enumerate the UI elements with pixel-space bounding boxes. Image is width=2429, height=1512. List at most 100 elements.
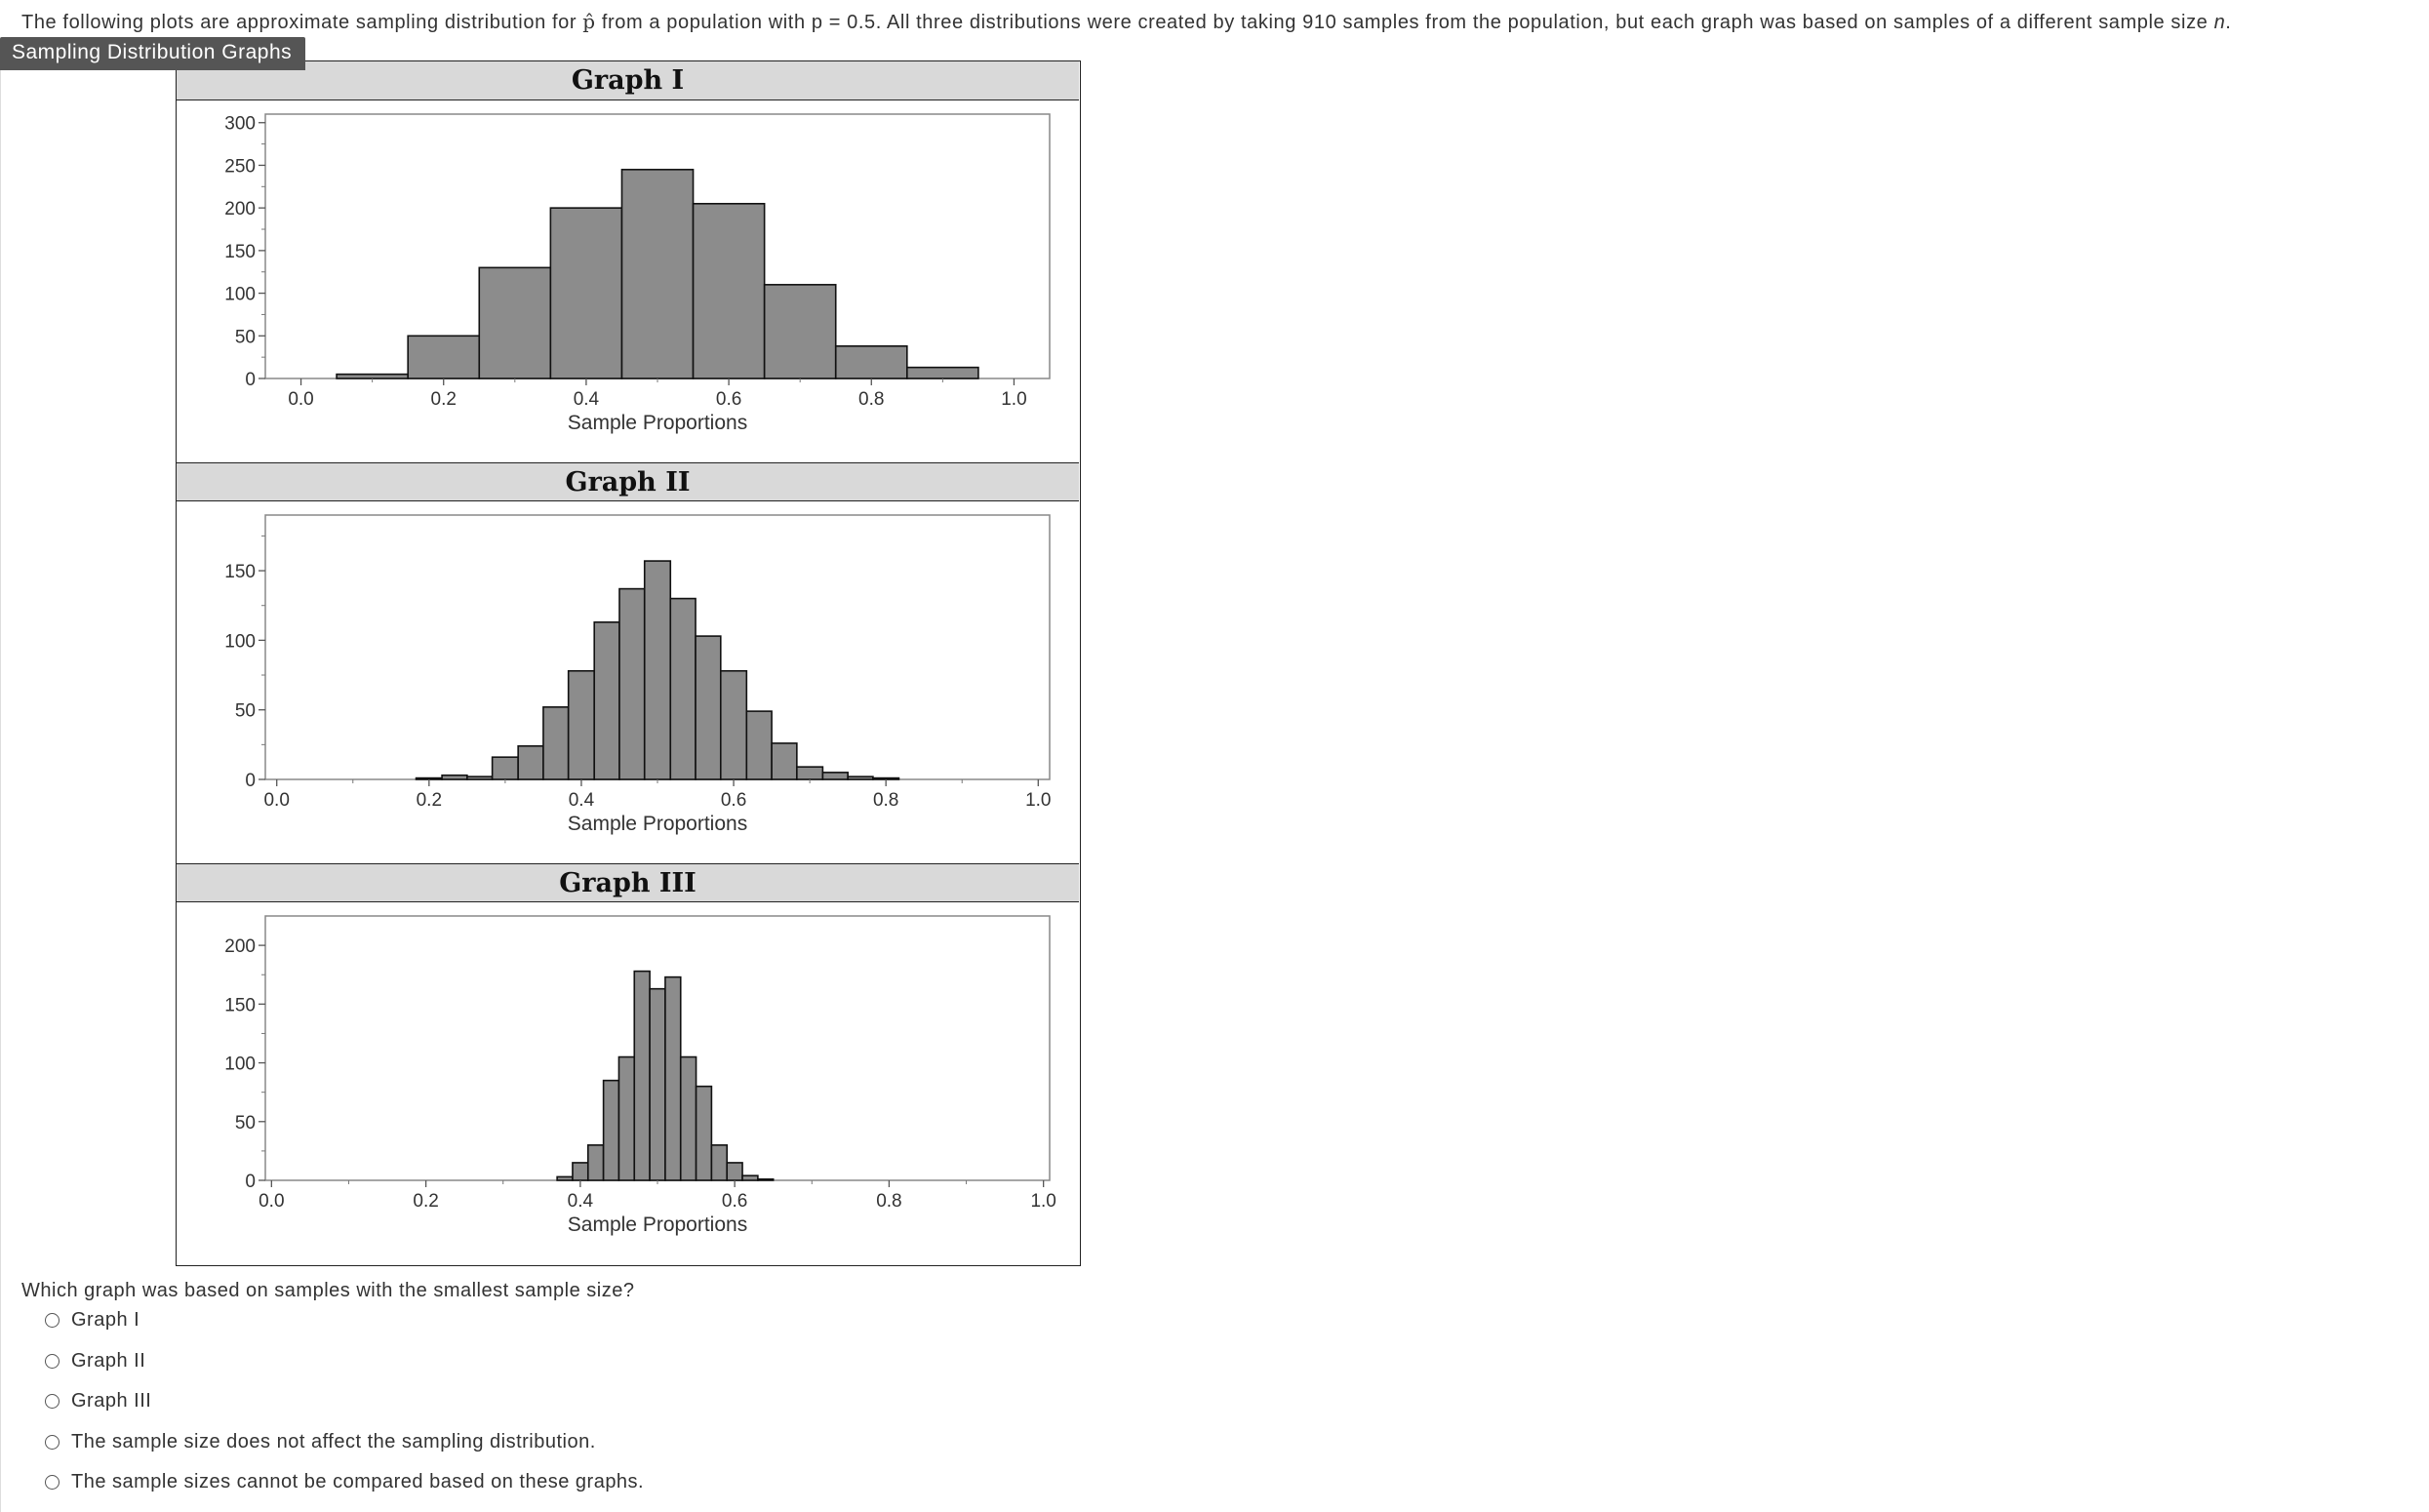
histogram-bar [847,776,874,780]
histogram-bar [618,587,646,780]
y-tick-label: 150 [224,562,256,582]
x-axis-label: Sample Proportions [568,412,747,434]
histogram-graph-1: 0 50 100 150 200 250 300 0.0 0.2 0.4 0.6 0.8 1.0 Samp… [224,113,1051,434]
x-tick-label: 0.6 [722,1191,747,1212]
answer-option[interactable]: The sample sizes cannot be compared base… [45,1467,644,1496]
answer-option[interactable]: Graph II [45,1346,145,1375]
histogram-bar [664,975,682,1181]
histogram-bar [741,1174,759,1181]
histogram-bar [643,560,672,780]
x-tick-label: 0.2 [413,1191,438,1212]
y-tick-label: 100 [224,1054,256,1075]
graph-panel-3: Graph III 0 50 100 150 200 0.0 0.2 0.4 0.6 0.8 1.0… [177,863,1079,1265]
x-tick-label: 0.6 [716,389,741,410]
histogram-bar [466,776,494,780]
histogram-bar [542,706,570,780]
histogram-bar [695,1085,713,1181]
y-tick-label: 0 [245,370,256,390]
graph-title: Graph III [177,863,1079,902]
histogram-bar [719,669,748,780]
histogram-bar [726,1162,743,1181]
y-tick-label: 300 [224,114,256,135]
x-tick-label: 1.0 [1030,1191,1055,1212]
x-axis-label: Sample Proportions [568,813,747,835]
histogram-graph-3: 0 50 100 150 200 0.0 0.2 0.4 0.6 0.8 1.0 Sample Pro… [224,915,1056,1236]
histogram-bar [415,776,443,780]
radio-button[interactable] [45,1434,60,1450]
y-tick-label: 100 [224,285,256,305]
histogram-bar [572,1162,589,1181]
histogram-bar [567,669,596,780]
y-tick-label: 0 [245,771,256,791]
answer-option[interactable]: Graph III [45,1386,151,1415]
histogram-bar [586,1144,605,1181]
histogram-bar [602,1079,620,1181]
histogram-bar [906,366,979,379]
sampling-distribution-graphs: Graph I 0 50 100 150 200 250 300 0.0 0.2 0.4 0.6 0.… [176,60,1081,1266]
histogram-bar [633,970,651,1181]
x-tick-label: 0.4 [568,1191,594,1212]
histogram-bar [745,710,773,780]
x-tick-label: 0.0 [288,389,313,410]
histogram-bar [669,597,697,780]
x-tick-label: 0.2 [431,389,457,410]
histogram-bar [872,776,900,780]
histogram-bar [771,742,798,780]
histogram-bar [679,1055,697,1181]
graph-title: Graph II [177,462,1079,501]
x-tick-label: 0.0 [263,790,289,811]
p-hat-symbol: p̂ [582,10,596,33]
section-tab-label: Sampling Distribution Graphs [0,37,306,70]
histogram-graph-2: 0 50 100 150 0.0 0.2 0.4 0.6 0.8 1.0 Sample Propor… [224,514,1052,835]
histogram-bar [834,344,908,379]
graph-panel-2: Graph II 0 50 100 150 0.0 0.2 0.4 0.6 0.8 1.0 Samp… [177,462,1079,864]
y-tick-label: 150 [224,242,256,262]
left-divider [0,59,1,1512]
histogram-bar [821,772,849,780]
histogram-bar [549,207,623,379]
answer-option[interactable]: The sample size does not affect the samp… [45,1427,596,1456]
intro-text: The following plots are approximate samp… [21,10,2231,34]
answer-option[interactable]: Graph I [45,1305,139,1334]
histogram-bar [796,766,824,780]
option-label: Graph III [71,1389,152,1412]
x-tick-label: 0.8 [858,389,884,410]
radio-button[interactable] [45,1393,60,1409]
option-label: The sample sizes cannot be compared base… [71,1470,645,1492]
histogram-bar [620,169,695,379]
histogram-bar [407,335,481,379]
y-tick-label: 50 [235,327,256,347]
radio-button[interactable] [45,1474,60,1490]
histogram-bar [710,1144,729,1181]
histogram-bar [593,621,620,780]
histogram-bar [478,266,552,379]
intro-text-part: . [2225,12,2232,33]
option-label: Graph I [71,1308,140,1331]
radio-button[interactable] [45,1353,60,1369]
x-axis-label: Sample Proportions [568,1214,747,1236]
histogram-bar [763,284,837,379]
histogram-bar [617,1055,636,1181]
histogram-bar [336,373,409,379]
histogram-bar [692,202,766,379]
y-tick-label: 250 [224,156,256,177]
histogram-bar [441,774,468,780]
histogram-bar [517,744,544,780]
histogram-bar [649,987,666,1181]
y-tick-label: 150 [224,995,256,1015]
y-tick-label: 50 [235,1113,256,1134]
x-tick-label: 0.4 [574,389,600,410]
option-label: Graph II [71,1349,146,1372]
histogram-bar [556,1175,574,1181]
option-label: The sample size does not affect the samp… [71,1430,596,1452]
x-tick-label: 1.0 [1025,790,1051,811]
x-tick-label: 0.8 [873,790,898,811]
x-tick-label: 1.0 [1001,389,1026,410]
radio-button[interactable] [45,1312,60,1328]
x-tick-label: 0.4 [569,790,595,811]
y-tick-label: 100 [224,631,256,652]
y-tick-label: 200 [224,936,256,957]
sample-size-symbol: n [2213,12,2226,33]
histogram-bar [491,756,519,780]
graph-title: Graph I [177,61,1079,100]
